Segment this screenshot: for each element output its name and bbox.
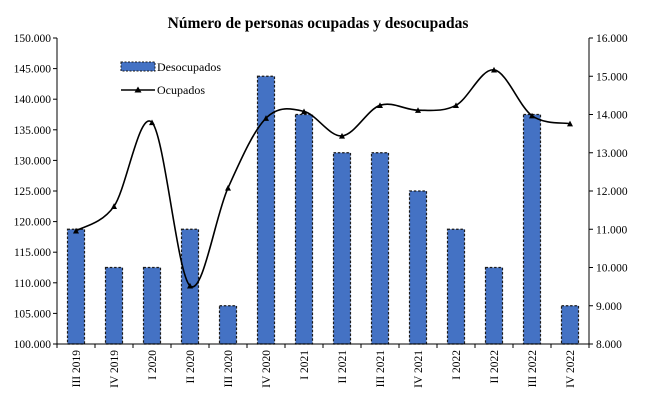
left-tick-label-2: 110.000 [14,278,51,290]
x-tick-label-5: IV 2020 [261,350,273,388]
x-tick-label-13: IV 2022 [565,350,577,388]
bar-6 [294,113,314,345]
bar-10 [446,228,466,345]
legend: Desocupados Ocupados [120,60,221,97]
bar-9 [408,190,428,345]
x-tick-label-7: II 2021 [337,350,349,384]
bar-0 [66,228,86,345]
x-tick-label-11: II 2022 [489,350,501,384]
line-series-ocupados [73,66,573,289]
point-7 [339,132,345,139]
x-tick-label-10: I 2022 [451,350,463,380]
legend-marker-ocupados [134,86,142,93]
right-tick-label-5: 13.000 [596,148,628,160]
x-tick-label-0: III 2019 [71,350,83,388]
bar-2 [142,266,162,345]
right-tick-label-1: 9.000 [596,301,622,313]
right-tick-label-0: 8.000 [596,339,622,351]
right-tick-label-2: 10.000 [596,263,628,275]
bar-4 [218,305,238,345]
chart-title: Número de personas ocupadas y desocupada… [168,15,469,32]
point-4 [225,184,231,191]
legend-label-ocupados: Ocupados [157,83,205,97]
point-6 [301,108,307,115]
bar-12 [522,113,542,345]
left-tick-label-0: 100.000 [14,339,52,351]
right-tick-label-6: 14.000 [596,110,628,122]
left-tick-label-1: 105.000 [14,308,52,320]
point-1 [111,203,117,209]
bar-7 [332,152,352,345]
x-tick-label-4: III 2020 [223,350,235,388]
right-tick-label-8: 16.000 [596,33,628,45]
legend-label-desocupados: Desocupados [157,60,221,74]
x-tick-label-9: IV 2021 [413,350,425,388]
left-tick-label-3: 115.000 [14,247,51,259]
x-tick-label-2: I 2020 [147,350,159,380]
x-tick-label-6: I 2021 [299,350,311,380]
line-ocupados [75,69,571,288]
point-9 [415,107,421,113]
left-tick-label-10: 150.000 [14,33,52,45]
bar-1 [104,266,124,345]
point-0 [73,227,79,234]
point-10 [453,102,459,109]
point-11 [491,66,497,73]
left-tick-label-4: 120.000 [14,217,52,229]
point-8 [377,102,383,109]
point-5 [263,115,269,121]
right-tick-label-4: 12.000 [596,186,628,198]
point-2 [149,119,155,126]
bar-series-desocupados [66,75,580,345]
left-tick-label-5: 125.000 [14,186,52,198]
x-tick-label-1: IV 2019 [109,350,121,388]
left-tick-label-9: 145.000 [14,64,52,76]
legend-swatch-desocupados [120,61,156,72]
point-3 [187,282,193,289]
x-tick-label-12: III 2022 [527,350,539,388]
x-tick-label-3: II 2020 [185,350,197,384]
axes: 100.000 105.000 110.000 115.000 120.000 125.0… [14,33,628,388]
left-tick-label-6: 130.000 [14,155,52,167]
x-tick-label-8: III 2021 [375,350,387,388]
bar-8 [370,152,390,345]
right-tick-label-7: 15.000 [596,71,628,83]
left-tick-label-8: 140.000 [14,94,52,106]
left-tick-label-7: 135.000 [14,125,52,137]
bar-11 [484,266,504,345]
bar-13 [560,305,580,345]
point-12 [529,112,535,119]
point-13 [567,120,573,127]
right-tick-label-3: 11.000 [596,224,627,236]
